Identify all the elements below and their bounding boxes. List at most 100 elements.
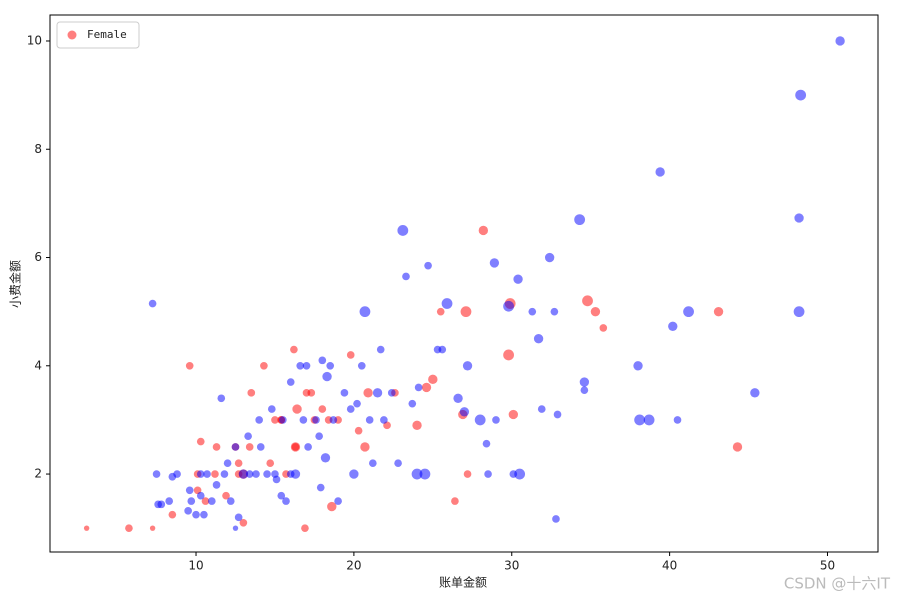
y-tick-label: 6 — [34, 250, 42, 264]
point — [353, 399, 361, 408]
point — [732, 442, 743, 452]
point — [212, 443, 221, 451]
point — [272, 475, 281, 484]
point — [255, 416, 263, 424]
x-tick-label: 10 — [188, 559, 203, 573]
point — [359, 306, 371, 318]
point — [231, 443, 240, 451]
point — [173, 470, 181, 478]
point — [212, 481, 221, 489]
point — [793, 306, 805, 318]
point — [149, 525, 156, 531]
watermark: CSDN @十六IT — [784, 575, 891, 593]
point — [201, 497, 210, 505]
point — [419, 468, 431, 480]
legend-marker — [67, 30, 77, 40]
point — [256, 443, 265, 451]
point — [590, 306, 601, 317]
point — [234, 459, 243, 468]
point — [290, 469, 301, 479]
point — [238, 469, 249, 479]
point — [152, 470, 161, 478]
point — [438, 345, 447, 354]
point — [478, 225, 489, 236]
point — [489, 258, 500, 268]
point — [508, 409, 519, 420]
series — [148, 36, 845, 531]
point — [320, 453, 331, 463]
point — [220, 470, 229, 478]
point — [234, 513, 243, 522]
point — [683, 306, 694, 318]
point — [552, 515, 560, 523]
point — [397, 225, 409, 236]
point — [301, 524, 309, 532]
point — [226, 497, 235, 505]
point — [451, 497, 459, 505]
point — [245, 443, 254, 451]
point — [474, 414, 486, 426]
point — [528, 307, 537, 316]
point — [369, 459, 377, 468]
point — [211, 470, 219, 478]
point — [304, 443, 312, 451]
point — [484, 470, 492, 478]
point — [574, 214, 586, 226]
point — [318, 356, 327, 365]
point — [387, 389, 396, 397]
plot-frame — [49, 14, 879, 553]
point — [200, 510, 208, 519]
point — [203, 470, 211, 478]
point — [408, 399, 417, 408]
point — [244, 432, 252, 440]
y-tick-label: 2 — [34, 467, 42, 481]
point — [83, 525, 90, 531]
point — [312, 416, 320, 424]
point — [482, 439, 491, 448]
point — [125, 524, 133, 532]
point — [296, 361, 305, 370]
point — [424, 261, 432, 270]
series — [83, 225, 743, 532]
x-tick-label: 20 — [346, 559, 361, 573]
point — [286, 378, 295, 386]
point — [322, 371, 332, 382]
x-axis-label: 账单金额 — [439, 575, 487, 590]
point — [207, 497, 216, 505]
point — [260, 361, 268, 370]
point — [582, 295, 593, 307]
x-tick-label: 40 — [662, 559, 677, 573]
point — [553, 410, 562, 419]
point — [316, 483, 325, 492]
point — [196, 470, 205, 478]
point — [668, 321, 678, 331]
point — [187, 497, 196, 505]
point — [436, 307, 445, 316]
point — [223, 459, 232, 468]
point — [279, 416, 287, 424]
y-tick-label: 4 — [34, 358, 42, 372]
point — [453, 393, 463, 403]
point — [239, 518, 248, 527]
point — [192, 510, 200, 519]
point — [292, 404, 302, 414]
y-tick-label: 10 — [27, 33, 42, 47]
point — [340, 389, 349, 397]
point — [376, 345, 385, 354]
point — [579, 377, 590, 387]
point — [247, 389, 256, 397]
point — [492, 416, 500, 424]
point — [795, 89, 807, 101]
point — [232, 525, 239, 531]
point — [302, 361, 311, 370]
x-tick-label: 50 — [820, 559, 835, 573]
point — [633, 361, 643, 371]
point — [750, 388, 760, 398]
point — [346, 351, 355, 359]
point — [533, 334, 544, 344]
point — [794, 213, 804, 223]
point — [643, 414, 655, 426]
point — [550, 307, 559, 316]
point — [148, 299, 157, 308]
point — [360, 442, 370, 452]
